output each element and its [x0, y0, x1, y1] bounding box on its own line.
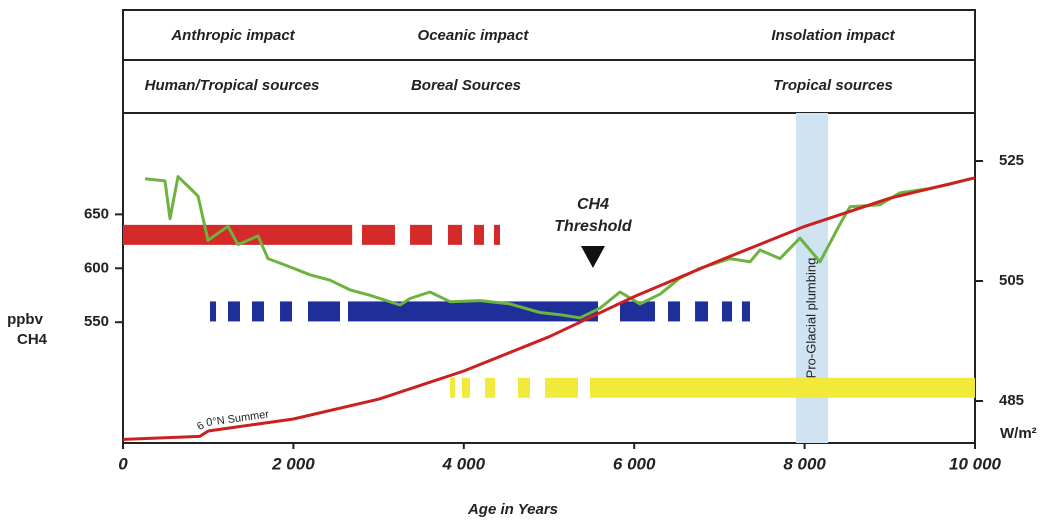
band-label: Pro-Glacial plumbing — [803, 258, 818, 379]
source-bar — [449, 377, 456, 398]
source-bar — [474, 224, 484, 245]
header-label: Insolation impact — [771, 27, 895, 44]
y-tick-label: 650 — [84, 205, 109, 222]
x-tick-label: 4 000 — [442, 454, 486, 473]
header-label: Anthropic impact — [170, 27, 295, 44]
source-bar — [361, 224, 395, 245]
source-bar — [721, 301, 733, 322]
source-bar — [280, 301, 293, 322]
source-bar — [251, 301, 265, 322]
source-bar — [589, 377, 975, 398]
y2-axis-title: W/m² — [1000, 425, 1037, 442]
x-tick-label: 8 000 — [783, 454, 826, 473]
header-label: Boreal Sources — [411, 77, 521, 94]
source-bar — [410, 224, 433, 245]
y-axis-title: CH4 — [17, 331, 48, 348]
source-bar — [227, 301, 240, 322]
series-line — [122, 176, 976, 441]
x-tick-label: 2 000 — [271, 454, 315, 473]
source-bar — [493, 224, 501, 245]
source-bar — [348, 301, 598, 322]
source-bar — [517, 377, 531, 398]
y-axis-title: ppbv — [7, 311, 43, 328]
x-tick-label: 10 000 — [949, 454, 1002, 473]
y2-tick-label: 505 — [999, 272, 1024, 289]
threshold-marker — [580, 246, 605, 268]
y2-tick-label: 485 — [999, 392, 1024, 409]
source-bar — [695, 301, 708, 322]
source-bar — [307, 301, 341, 322]
x-tick-label: 6 000 — [613, 454, 656, 473]
threshold-label: Threshold — [554, 218, 633, 235]
header-label: Human/Tropical sources — [145, 77, 320, 94]
source-bar — [619, 301, 655, 322]
series-label: 60°N Summer — [195, 408, 270, 433]
series-label-path: 60°N Summer — [195, 408, 270, 433]
x-axis-title: Age in Years — [467, 501, 558, 518]
source-bar — [209, 301, 217, 322]
header-label: Tropical sources — [773, 77, 893, 94]
source-bar — [668, 301, 681, 322]
source-bar — [485, 377, 495, 398]
source-bar — [447, 224, 463, 245]
series-line — [144, 175, 971, 320]
y-tick-label: 550 — [84, 313, 109, 330]
header-label: Oceanic impact — [418, 27, 530, 44]
source-bar — [462, 377, 471, 398]
source-bar — [741, 301, 750, 322]
source-bar — [544, 377, 578, 398]
x-tick-label: 0 — [118, 454, 128, 473]
y2-tick-label: 525 — [999, 152, 1024, 169]
source-bar — [123, 224, 353, 245]
y-tick-label: 600 — [84, 259, 109, 276]
threshold-label: CH4 — [577, 196, 609, 213]
